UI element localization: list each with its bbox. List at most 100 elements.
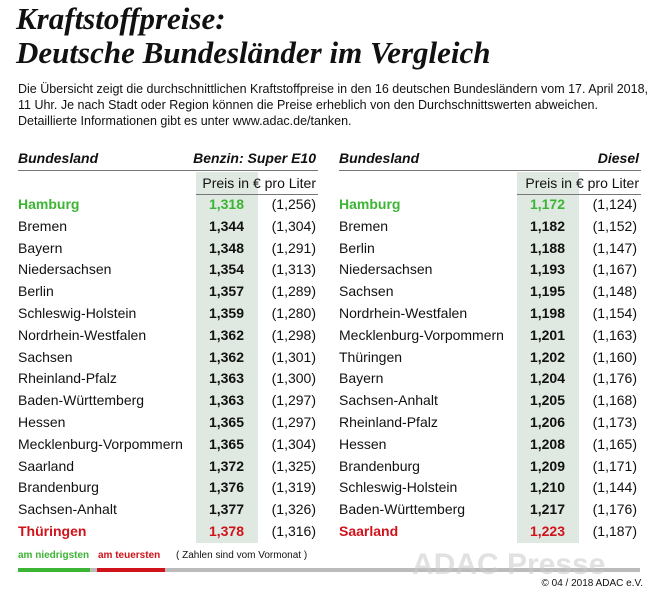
legend-low-bar [18, 568, 90, 572]
fuel-header: Diesel [597, 150, 639, 166]
previous-price: (1,313) [271, 261, 316, 278]
price: 1,378 [208, 523, 244, 539]
price: 1,365 [208, 414, 244, 430]
state-name: Mecklenburg-Vorpommern [339, 326, 504, 343]
header-rule [339, 170, 641, 171]
previous-price: (1,297) [271, 414, 316, 430]
price: 1,318 [208, 196, 244, 212]
previous-price: (1,319) [271, 479, 316, 496]
price: 1,206 [529, 414, 565, 430]
state-name: Rheinland-Pfalz [18, 370, 117, 387]
price: 1,182 [529, 217, 565, 234]
title-line: Deutsche Bundesländer im Vergleich [16, 35, 491, 70]
state-name: Hamburg [18, 196, 80, 212]
previous-price: (1,144) [592, 479, 637, 496]
note: ( Zahlen sind vom Vormonat ) [176, 550, 308, 561]
state-name: Bremen [18, 217, 68, 234]
fuel-header: Benzin: Super E10 [193, 150, 316, 166]
price-column-bg [196, 172, 258, 543]
previous-price: (1,304) [271, 217, 316, 234]
state-name: Sachsen-Anhalt [18, 501, 117, 518]
state-name: Hessen [339, 435, 387, 452]
price: 1,357 [208, 283, 244, 300]
previous-price: (1,297) [271, 392, 316, 409]
bottom-rule [18, 568, 640, 572]
price: 1,201 [529, 326, 565, 343]
state-name: Sachsen [18, 348, 73, 365]
legend-high-bar [97, 568, 165, 572]
previous-price: (1,163) [592, 326, 637, 343]
state-name: Sachsen [339, 283, 394, 300]
price: 1,376 [208, 479, 244, 496]
state-name: Hessen [18, 414, 66, 430]
previous-price: (1,124) [592, 196, 637, 212]
price: 1,209 [529, 457, 565, 474]
previous-price: (1,300) [271, 370, 316, 387]
watermark: ADAC Presse [412, 548, 606, 581]
state-name: Niedersachsen [339, 261, 433, 278]
state-name: Nordrhein-Westfalen [18, 326, 147, 343]
previous-price: (1,256) [271, 196, 316, 212]
intro-line: Die Übersicht zeigt die durchschnittlich… [18, 82, 649, 96]
state-name: Thüringen [339, 348, 403, 365]
state-name: Saarland [339, 523, 399, 539]
copyright: © 04 / 2018 ADAC e.V. [541, 578, 643, 589]
previous-price: (1,173) [592, 414, 637, 430]
state-name: Baden-Württemberg [18, 392, 145, 409]
price: 1,193 [529, 261, 565, 278]
state-name: Nordrhein-Westfalen [339, 305, 468, 321]
previous-price: (1,289) [271, 283, 316, 300]
price: 1,204 [529, 370, 565, 387]
price: 1,217 [529, 501, 565, 518]
price: 1,354 [208, 261, 244, 278]
state-name: Bremen [339, 217, 389, 234]
previous-price: (1,152) [592, 217, 637, 234]
state-name: Berlin [339, 239, 375, 256]
previous-price: (1,168) [592, 392, 637, 409]
price: 1,344 [208, 217, 244, 234]
previous-price: (1,147) [592, 239, 637, 256]
previous-price: (1,316) [271, 523, 316, 539]
state-name: Bayern [18, 239, 63, 256]
legend-low: am niedrigsten [18, 550, 90, 561]
state-name: Brandenburg [339, 457, 420, 474]
state-name: Rheinland-Pfalz [339, 414, 438, 430]
previous-price: (1,165) [592, 435, 637, 452]
previous-price: (1,304) [271, 435, 316, 452]
price: 1,365 [208, 435, 244, 452]
price: 1,195 [529, 283, 565, 300]
previous-price: (1,325) [271, 457, 316, 474]
price: 1,188 [529, 239, 565, 256]
intro-line: Detaillierte Informationen gibt es unter… [18, 114, 352, 128]
intro-line: 11 Uhr. Je nach Stadt oder Region können… [18, 98, 598, 112]
previous-price: (1,154) [592, 305, 637, 321]
state-name: Bayern [339, 370, 384, 387]
price: 1,198 [529, 305, 565, 321]
state-name: Schleswig-Holstein [339, 479, 458, 496]
previous-price: (1,148) [592, 283, 637, 300]
legend-high: am teuersten [98, 550, 161, 561]
previous-price: (1,176) [592, 370, 637, 387]
price: 1,172 [529, 196, 565, 212]
price: 1,363 [208, 370, 244, 387]
state-name: Mecklenburg-Vorpommern [18, 435, 183, 452]
price: 1,208 [529, 435, 565, 452]
state-name: Baden-Württemberg [339, 501, 466, 518]
state-name: Hamburg [339, 196, 401, 212]
price: 1,359 [208, 305, 244, 321]
previous-price: (1,171) [592, 457, 637, 474]
price: 1,348 [208, 239, 244, 256]
state-name: Sachsen-Anhalt [339, 392, 438, 409]
column-header: Bundesland [339, 150, 420, 166]
header-rule [18, 170, 318, 171]
price: 1,362 [208, 326, 244, 343]
previous-price: (1,160) [592, 348, 637, 365]
column-header: Bundesland [18, 150, 99, 166]
previous-price: (1,301) [271, 348, 316, 365]
previous-price: (1,298) [271, 326, 316, 343]
state-name: Thüringen [18, 523, 87, 539]
unit-label: Preis in € pro Liter [202, 175, 316, 191]
previous-price: (1,291) [271, 239, 316, 256]
